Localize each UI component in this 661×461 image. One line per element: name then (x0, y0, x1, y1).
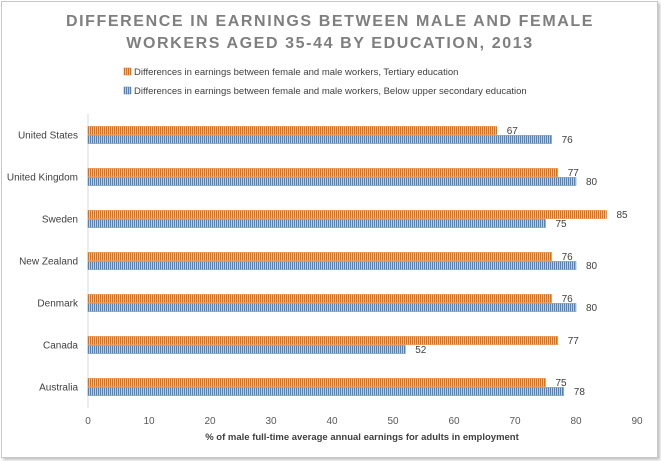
value-label-denmark-below-upper-secondary: 80 (586, 303, 598, 314)
category-labels: United States United Kingdom Sweden New Zea… (7, 131, 79, 394)
x-tick-label-90: 90 (631, 416, 643, 427)
bar-australia-tertiary (87, 378, 546, 387)
legend-label-tertiary: Differences in earnings between female a… (134, 67, 458, 78)
legend: Differences in earnings between female a… (123, 67, 527, 97)
value-label-united-kingdom-tertiary: 77 (568, 168, 580, 179)
bar-new-zealand-tertiary (87, 252, 552, 261)
x-tick-label-50: 50 (387, 416, 399, 427)
value-label-sweden-below-upper-secondary: 75 (556, 219, 568, 230)
value-label-united-states-tertiary: 67 (507, 126, 519, 137)
bar-sweden-tertiary (87, 210, 607, 219)
value-label-united-kingdom-below-upper-secondary: 80 (586, 177, 598, 188)
x-axis-ticks: 0 10 20 30 40 50 60 70 80 90 (85, 416, 643, 427)
value-labels: 67 76 77 80 85 75 76 80 76 80 77 52 75 78 (415, 126, 628, 398)
x-tick-label-80: 80 (570, 416, 582, 427)
bar-denmark-tertiary (87, 294, 552, 303)
x-tick-label-40: 40 (326, 416, 338, 427)
bar-united-states-below-upper-secondary (87, 135, 552, 144)
category-label-united-states: United States (18, 131, 78, 142)
bar-canada-tertiary (87, 336, 558, 345)
category-label-united-kingdom: United Kingdom (7, 173, 78, 184)
bar-denmark-below-upper-secondary (87, 303, 577, 312)
bar-united-kingdom-tertiary (87, 168, 558, 177)
x-tick-label-60: 60 (448, 416, 460, 427)
bar-canada-below-upper-secondary (87, 345, 406, 354)
category-label-sweden: Sweden (42, 215, 78, 226)
category-label-denmark: Denmark (37, 299, 79, 310)
value-label-new-zealand-below-upper-secondary: 80 (586, 261, 598, 272)
legend-swatch-below-upper-secondary (123, 86, 132, 95)
category-label-new-zealand: New Zealand (19, 257, 78, 268)
x-axis-title: % of male full-time average annual earni… (205, 432, 519, 443)
value-label-australia-below-upper-secondary: 78 (574, 387, 586, 398)
bar-united-states-tertiary (87, 126, 497, 135)
bar-sweden-below-upper-secondary (87, 219, 546, 228)
value-label-canada-tertiary: 77 (568, 336, 580, 347)
bars (87, 126, 607, 396)
value-label-united-states-below-upper-secondary: 76 (562, 135, 574, 146)
legend-label-below-upper-secondary: Differences in earnings between female a… (134, 86, 527, 97)
value-label-sweden-tertiary: 85 (617, 210, 629, 221)
x-tick-label-30: 30 (265, 416, 277, 427)
value-label-canada-below-upper-secondary: 52 (415, 345, 427, 356)
bar-new-zealand-below-upper-secondary (87, 261, 577, 270)
chart-title-line-2: WORKERS AGED 35-44 BY EDUCATION, 2013 (126, 35, 533, 52)
x-tick-label-0: 0 (85, 416, 91, 427)
value-label-australia-tertiary: 75 (556, 378, 568, 389)
bar-australia-below-upper-secondary (87, 387, 565, 396)
value-label-new-zealand-tertiary: 76 (562, 252, 574, 263)
x-tick-label-70: 70 (509, 416, 521, 427)
bar-united-kingdom-below-upper-secondary (87, 177, 577, 186)
chart-title-line-1: DIFFERENCE IN EARNINGS BETWEEN MALE AND … (66, 13, 594, 30)
x-tick-label-10: 10 (143, 416, 155, 427)
value-label-denmark-tertiary: 76 (562, 294, 574, 305)
legend-swatch-tertiary (123, 67, 132, 76)
category-label-canada: Canada (43, 341, 78, 352)
x-tick-label-20: 20 (204, 416, 216, 427)
category-label-australia: Australia (39, 383, 78, 394)
